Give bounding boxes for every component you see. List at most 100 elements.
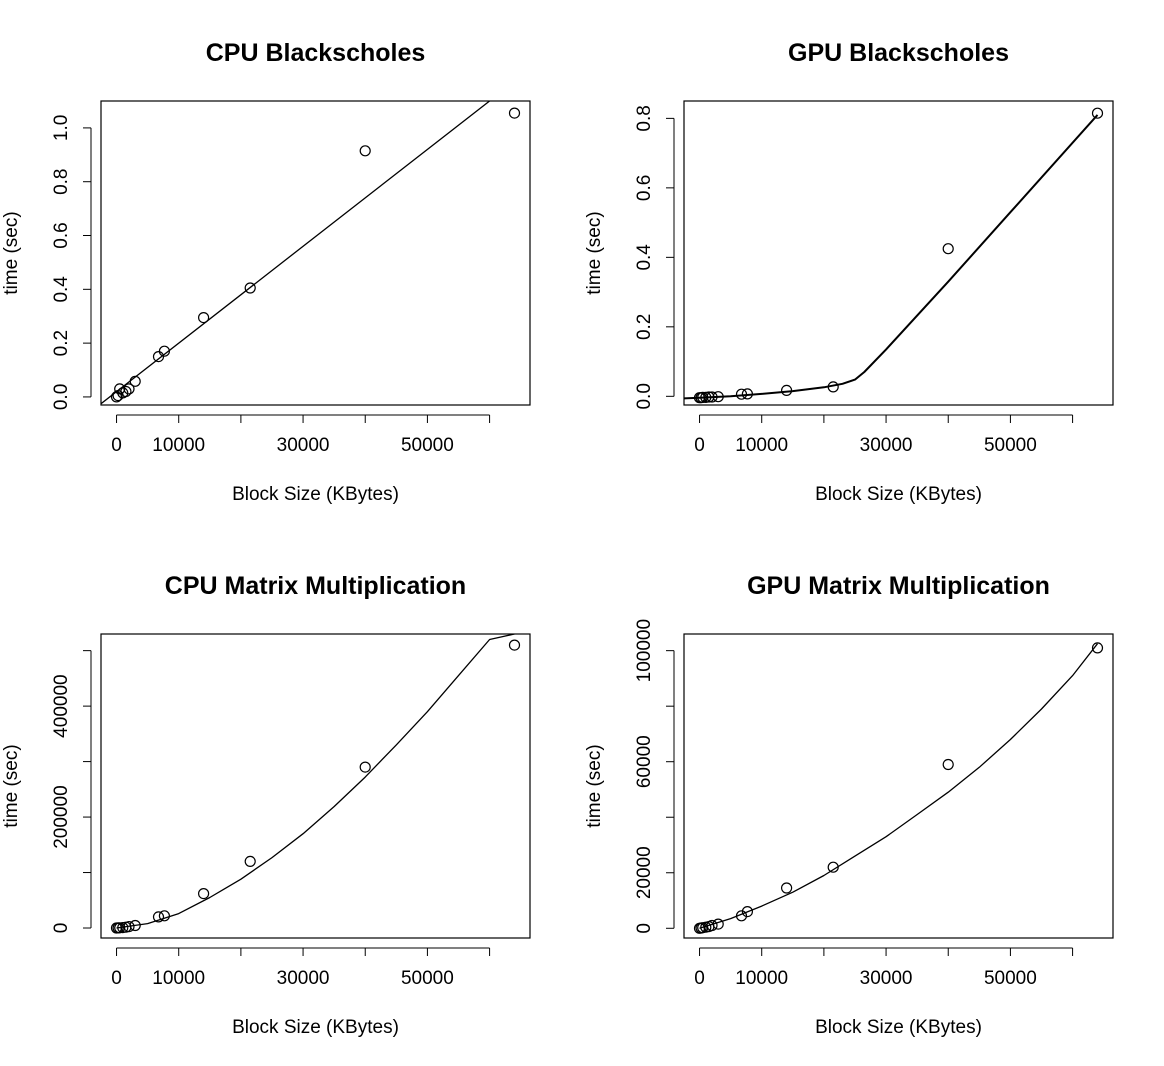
x-axis-label: Block Size (KBytes): [232, 484, 399, 505]
y-tick-label: 0.8: [51, 168, 72, 194]
data-point: [780, 882, 793, 894]
y-axis: 0 20000 60000 100000 time (sec): [584, 619, 675, 934]
x-tick-label: 50000: [401, 435, 454, 456]
y-axis: 0 200000 400000 time (sec): [1, 650, 92, 934]
data-point: [703, 391, 715, 403]
data-point: [741, 388, 754, 400]
x-tick-label: 50000: [984, 968, 1037, 989]
data-points: [110, 639, 521, 934]
data-point: [712, 918, 724, 930]
y-tick-label: 0.6: [634, 175, 655, 201]
x-axis: 0 10000 30000 50000 Block Size (KBytes): [694, 947, 1074, 1038]
y-tick-label: 0: [634, 923, 655, 934]
x-tick-label: 0: [111, 968, 122, 989]
y-tick-label: 0: [51, 923, 72, 934]
x-axis-label: Block Size (KBytes): [232, 1017, 399, 1038]
x-tick-label: 10000: [735, 435, 788, 456]
data-point: [942, 758, 954, 771]
data-point: [942, 243, 954, 255]
y-axis-label: time (sec): [1, 211, 22, 294]
x-axis-label: Block Size (KBytes): [815, 1017, 982, 1038]
plot-frame: [683, 100, 1114, 406]
y-tick-label: 400000: [51, 674, 72, 737]
x-tick-label: 10000: [152, 435, 205, 456]
chart-title: GPU Matrix Multiplication: [747, 572, 1050, 600]
data-point: [741, 905, 754, 918]
x-axis-label: Block Size (KBytes): [815, 484, 982, 505]
data-point: [123, 383, 135, 395]
y-tick-label: 0.8: [634, 105, 655, 131]
chart-title: CPU Blackscholes: [206, 39, 426, 67]
chart-title: GPU Blackscholes: [788, 39, 1009, 67]
y-axis-label: time (sec): [584, 744, 605, 827]
x-tick-label: 0: [111, 435, 122, 456]
panel-2: GPU Blackscholes 0 10000 30000 50000 Block Si…: [584, 39, 1114, 505]
y-tick-label: 0.4: [634, 244, 655, 271]
y-tick-label: 100000: [634, 619, 655, 682]
x-tick-label: 30000: [277, 968, 330, 989]
data-point: [158, 345, 170, 357]
y-tick-label: 20000: [634, 846, 655, 899]
plot-frame: [683, 633, 1114, 939]
x-tick-label: 50000: [401, 968, 454, 989]
x-axis: 0 10000 30000 50000 Block Size (KBytes): [694, 414, 1074, 505]
data-point: [110, 391, 123, 403]
chart-title: CPU Matrix Multiplication: [165, 572, 466, 600]
data-point: [712, 391, 724, 403]
data-point: [359, 145, 371, 157]
fit-line: [101, 101, 490, 405]
fit-line: [699, 643, 1099, 929]
x-axis: 0 10000 30000 50000 Block Size (KBytes): [111, 947, 491, 1038]
panel-4: GPU Matrix Multiplication 0 10000 30000 5000…: [584, 572, 1114, 1038]
data-point: [827, 861, 839, 873]
y-axis-label: time (sec): [584, 211, 605, 294]
y-tick-label: 0.0: [634, 383, 655, 409]
x-tick-label: 30000: [277, 435, 330, 456]
data-point: [827, 381, 839, 393]
y-tick-label: 0.6: [51, 222, 72, 248]
data-point: [508, 639, 521, 651]
y-axis: 0.0 0.2 0.4 0.6 0.8 time (sec): [584, 105, 675, 410]
data-point: [158, 910, 170, 922]
data-points: [693, 107, 1104, 404]
y-tick-label: 60000: [634, 735, 655, 788]
y-tick-label: 0.0: [51, 384, 72, 410]
data-point: [198, 887, 210, 900]
y-tick-label: 1.0: [51, 115, 72, 141]
x-tick-label: 50000: [984, 435, 1037, 456]
x-tick-label: 10000: [152, 968, 205, 989]
data-points: [110, 107, 521, 403]
plot-frame: [100, 100, 531, 406]
data-point: [697, 391, 709, 403]
data-point: [780, 384, 793, 396]
data-points: [693, 642, 1104, 934]
y-tick-label: 0.2: [634, 314, 655, 340]
data-point: [735, 388, 748, 400]
x-tick-label: 30000: [860, 435, 913, 456]
fit-line: [116, 634, 515, 929]
data-point: [735, 910, 748, 922]
data-point: [1091, 642, 1104, 654]
y-axis-label: time (sec): [1, 744, 22, 827]
x-tick-label: 0: [694, 435, 705, 456]
y-tick-label: 0.4: [51, 276, 72, 303]
x-tick-label: 30000: [860, 968, 913, 989]
data-point: [129, 375, 141, 387]
x-axis: 0 10000 30000 50000 Block Size (KBytes): [111, 414, 491, 505]
plot-frame: [100, 633, 531, 939]
data-point: [244, 282, 256, 294]
panel-3: CPU Matrix Multiplication 0 10000 30000 5000…: [1, 572, 531, 1038]
data-point: [359, 761, 371, 773]
data-point: [123, 920, 135, 933]
y-axis: 0.0 0.2 0.4 0.6 0.8 1.0 time (sec): [1, 115, 92, 410]
y-tick-label: 0.2: [51, 330, 72, 356]
data-point: [706, 391, 718, 403]
data-point: [198, 312, 210, 324]
fit-line: [684, 114, 1099, 400]
data-point: [706, 919, 718, 932]
x-tick-label: 0: [694, 968, 705, 989]
data-point: [120, 385, 132, 398]
data-point: [508, 107, 521, 119]
x-tick-label: 10000: [735, 968, 788, 989]
